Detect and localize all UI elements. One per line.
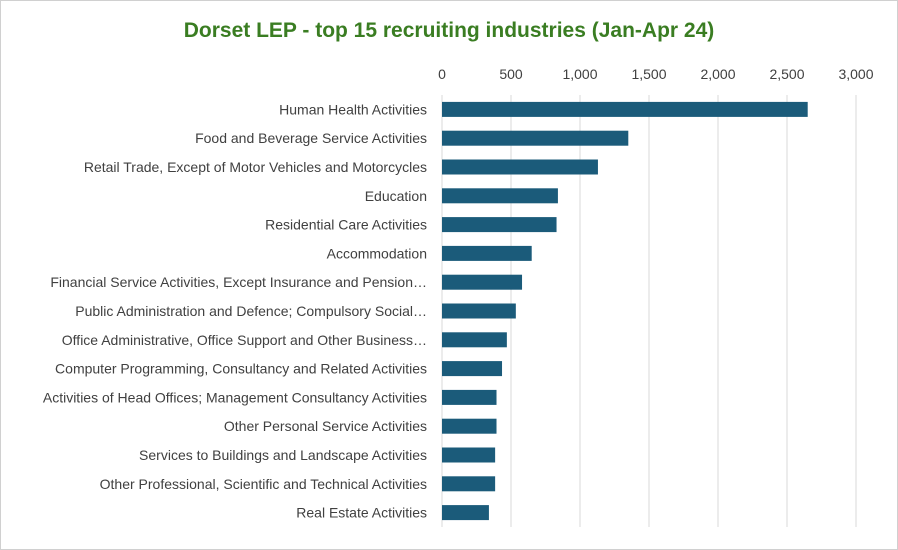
- category-label: Education: [365, 188, 427, 204]
- category-label: Other Personal Service Activities: [224, 418, 427, 434]
- category-label: Food and Beverage Service Activities: [195, 130, 427, 146]
- category-label: Human Health Activities: [279, 101, 427, 117]
- bar: [442, 476, 496, 492]
- bar: [442, 274, 523, 290]
- category-label: Office Administrative, Office Support an…: [62, 332, 427, 348]
- category-label: Other Professional, Scientific and Techn…: [100, 476, 427, 492]
- x-tick-label: 2,500: [769, 66, 804, 82]
- bar: [442, 303, 516, 319]
- category-label: Residential Care Activities: [265, 217, 427, 233]
- bar: [442, 332, 507, 348]
- x-tick-label: 2,000: [700, 66, 735, 82]
- category-label: Computer Programming, Consultancy and Re…: [55, 361, 427, 377]
- bar: [442, 159, 598, 175]
- category-label: Services to Buildings and Landscape Acti…: [139, 447, 427, 463]
- category-labels: Human Health Activities Food and Beverage…: [43, 101, 427, 520]
- x-tick-label: 1,000: [562, 66, 597, 82]
- bar: [442, 361, 503, 377]
- bar: [442, 188, 558, 204]
- category-label: Accommodation: [327, 245, 427, 261]
- bar: [442, 130, 629, 146]
- x-tick-label: 500: [499, 66, 523, 82]
- bar: [442, 418, 497, 434]
- x-axis-ticks: 0 500 1,000 1,500 2,000 2,500 3,000: [438, 66, 874, 82]
- bars: [442, 101, 808, 521]
- category-label: Financial Service Activities, Except Ins…: [50, 274, 427, 290]
- category-label: Public Administration and Defence; Compu…: [75, 303, 427, 319]
- bar: [442, 389, 497, 405]
- category-label: Real Estate Activities: [296, 505, 427, 521]
- bar: [442, 217, 557, 233]
- chart-title: Dorset LEP - top 15 recruiting industrie…: [183, 19, 715, 42]
- x-tick-label: 1,500: [631, 66, 666, 82]
- x-tick-label: 0: [438, 66, 446, 82]
- bar: [442, 447, 496, 463]
- bar: [442, 245, 532, 261]
- category-label: Retail Trade, Except of Motor Vehicles a…: [84, 159, 427, 175]
- bar: [442, 505, 489, 521]
- x-tick-label: 3,000: [838, 66, 873, 82]
- bar: [442, 101, 808, 117]
- category-label: Activities of Head Offices; Management C…: [43, 389, 427, 405]
